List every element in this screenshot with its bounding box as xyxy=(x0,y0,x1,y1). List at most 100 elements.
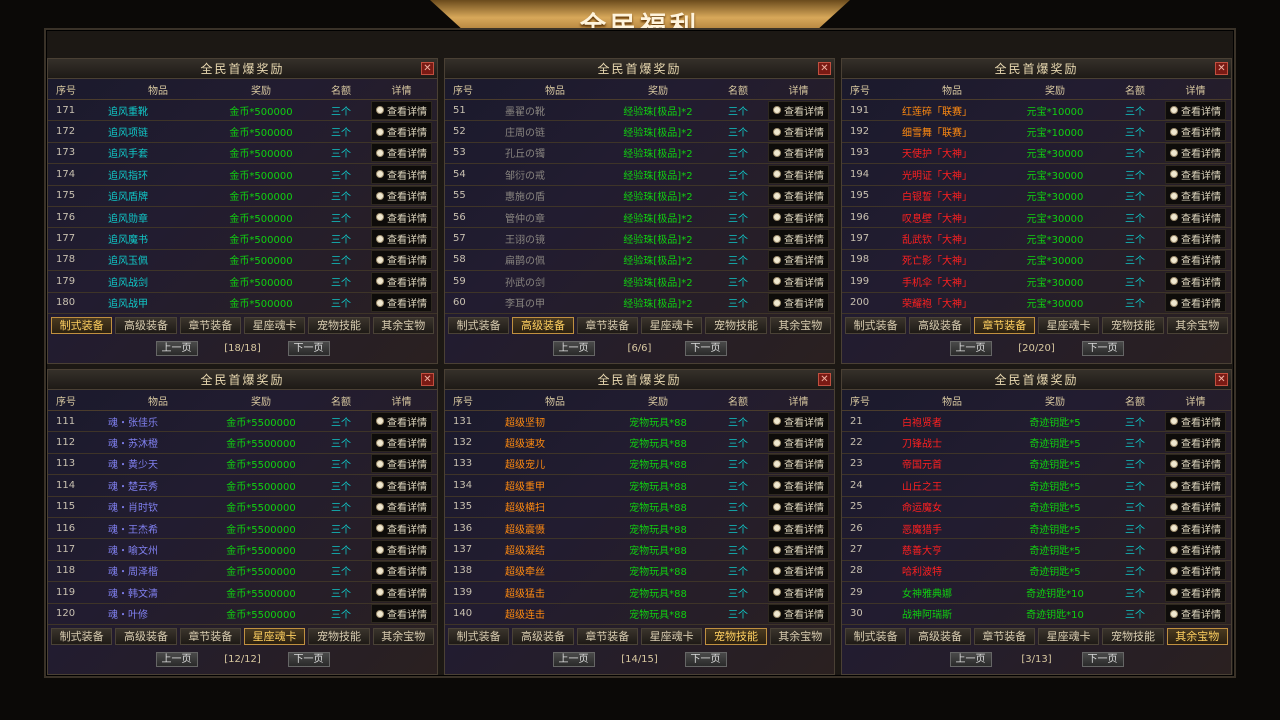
view-detail-button[interactable]: 查看详情 xyxy=(768,271,829,291)
view-detail-button[interactable]: 查看详情 xyxy=(1165,433,1226,453)
view-detail-button[interactable]: 查看详情 xyxy=(768,475,829,495)
view-detail-button[interactable]: 查看详情 xyxy=(1165,582,1226,602)
view-detail-button[interactable]: 查看详情 xyxy=(371,561,432,581)
view-detail-button[interactable]: 查看详情 xyxy=(371,582,432,602)
tab-1[interactable]: 高级装备 xyxy=(115,627,177,645)
view-detail-button[interactable]: 查看详情 xyxy=(371,497,432,517)
tab-3[interactable]: 星座魂卡 xyxy=(1037,316,1100,334)
tab-2[interactable]: 章节装备 xyxy=(973,316,1035,334)
prev-page-button[interactable]: 上一页 xyxy=(155,340,198,356)
tab-5[interactable]: 其余宝物 xyxy=(1166,627,1228,645)
view-detail-button[interactable]: 查看详情 xyxy=(1165,293,1226,313)
close-icon[interactable]: ✕ xyxy=(818,62,831,75)
view-detail-button[interactable]: 查看详情 xyxy=(768,186,829,206)
view-detail-button[interactable]: 查看详情 xyxy=(768,518,829,538)
view-detail-button[interactable]: 查看详情 xyxy=(768,122,829,142)
tab-4[interactable]: 宠物技能 xyxy=(1102,627,1164,645)
view-detail-button[interactable]: 查看详情 xyxy=(371,433,432,453)
view-detail-button[interactable]: 查看详情 xyxy=(768,293,829,313)
close-icon[interactable]: ✕ xyxy=(421,62,434,75)
tab-5[interactable]: 其余宝物 xyxy=(372,627,434,645)
prev-page-button[interactable]: 上一页 xyxy=(552,340,595,356)
view-detail-button[interactable]: 查看详情 xyxy=(371,271,432,291)
tab-0[interactable]: 制式装备 xyxy=(845,627,907,645)
view-detail-button[interactable]: 查看详情 xyxy=(768,229,829,249)
tab-1[interactable]: 高级装备 xyxy=(512,316,574,334)
view-detail-button[interactable]: 查看详情 xyxy=(1165,604,1226,624)
view-detail-button[interactable]: 查看详情 xyxy=(371,411,432,431)
tab-3[interactable]: 星座魂卡 xyxy=(1037,627,1100,645)
tab-5[interactable]: 其余宝物 xyxy=(769,316,831,334)
view-detail-button[interactable]: 查看详情 xyxy=(371,250,432,270)
tab-2[interactable]: 章节装备 xyxy=(576,316,638,334)
view-detail-button[interactable]: 查看详情 xyxy=(1165,518,1226,538)
view-detail-button[interactable]: 查看详情 xyxy=(1165,100,1226,120)
tab-0[interactable]: 制式装备 xyxy=(51,316,113,334)
prev-page-button[interactable]: 上一页 xyxy=(155,651,198,667)
tab-4[interactable]: 宠物技能 xyxy=(705,316,767,334)
view-detail-button[interactable]: 查看详情 xyxy=(1165,540,1226,560)
prev-page-button[interactable]: 上一页 xyxy=(949,340,992,356)
next-page-button[interactable]: 下一页 xyxy=(287,340,330,356)
tab-1[interactable]: 高级装备 xyxy=(512,627,574,645)
view-detail-button[interactable]: 查看详情 xyxy=(371,164,432,184)
view-detail-button[interactable]: 查看详情 xyxy=(371,293,432,313)
view-detail-button[interactable]: 查看详情 xyxy=(1165,186,1226,206)
tab-4[interactable]: 宠物技能 xyxy=(1102,316,1164,334)
tab-2[interactable]: 章节装备 xyxy=(179,316,241,334)
close-icon[interactable]: ✕ xyxy=(1215,62,1228,75)
tab-4[interactable]: 宠物技能 xyxy=(705,627,767,645)
next-page-button[interactable]: 下一页 xyxy=(1081,340,1124,356)
view-detail-button[interactable]: 查看详情 xyxy=(1165,250,1226,270)
view-detail-button[interactable]: 查看详情 xyxy=(371,475,432,495)
tab-3[interactable]: 星座魂卡 xyxy=(243,316,306,334)
tab-5[interactable]: 其余宝物 xyxy=(769,627,831,645)
view-detail-button[interactable]: 查看详情 xyxy=(371,100,432,120)
view-detail-button[interactable]: 查看详情 xyxy=(371,454,432,474)
tab-0[interactable]: 制式装备 xyxy=(448,316,510,334)
view-detail-button[interactable]: 查看详情 xyxy=(371,207,432,227)
view-detail-button[interactable]: 查看详情 xyxy=(1165,143,1226,163)
view-detail-button[interactable]: 查看详情 xyxy=(371,518,432,538)
view-detail-button[interactable]: 查看详情 xyxy=(768,561,829,581)
view-detail-button[interactable]: 查看详情 xyxy=(1165,454,1226,474)
view-detail-button[interactable]: 查看详情 xyxy=(768,207,829,227)
tab-4[interactable]: 宠物技能 xyxy=(308,627,370,645)
next-page-button[interactable]: 下一页 xyxy=(684,651,727,667)
view-detail-button[interactable]: 查看详情 xyxy=(768,164,829,184)
next-page-button[interactable]: 下一页 xyxy=(287,651,330,667)
view-detail-button[interactable]: 查看详情 xyxy=(371,604,432,624)
tab-0[interactable]: 制式装备 xyxy=(845,316,907,334)
view-detail-button[interactable]: 查看详情 xyxy=(1165,229,1226,249)
tab-2[interactable]: 章节装备 xyxy=(576,627,638,645)
view-detail-button[interactable]: 查看详情 xyxy=(371,143,432,163)
tab-3[interactable]: 星座魂卡 xyxy=(243,627,306,645)
view-detail-button[interactable]: 查看详情 xyxy=(1165,561,1226,581)
view-detail-button[interactable]: 查看详情 xyxy=(1165,271,1226,291)
view-detail-button[interactable]: 查看详情 xyxy=(1165,164,1226,184)
view-detail-button[interactable]: 查看详情 xyxy=(768,604,829,624)
next-page-button[interactable]: 下一页 xyxy=(1081,651,1124,667)
view-detail-button[interactable]: 查看详情 xyxy=(1165,475,1226,495)
tab-4[interactable]: 宠物技能 xyxy=(308,316,370,334)
tab-1[interactable]: 高级装备 xyxy=(909,316,971,334)
tab-2[interactable]: 章节装备 xyxy=(973,627,1035,645)
tab-3[interactable]: 星座魂卡 xyxy=(640,316,703,334)
view-detail-button[interactable]: 查看详情 xyxy=(1165,207,1226,227)
view-detail-button[interactable]: 查看详情 xyxy=(768,540,829,560)
view-detail-button[interactable]: 查看详情 xyxy=(768,250,829,270)
close-icon[interactable]: ✕ xyxy=(421,373,434,386)
view-detail-button[interactable]: 查看详情 xyxy=(1165,411,1226,431)
view-detail-button[interactable]: 查看详情 xyxy=(768,454,829,474)
close-icon[interactable]: ✕ xyxy=(1215,373,1228,386)
view-detail-button[interactable]: 查看详情 xyxy=(768,143,829,163)
tab-2[interactable]: 章节装备 xyxy=(179,627,241,645)
view-detail-button[interactable]: 查看详情 xyxy=(371,122,432,142)
view-detail-button[interactable]: 查看详情 xyxy=(768,497,829,517)
view-detail-button[interactable]: 查看详情 xyxy=(768,433,829,453)
tab-1[interactable]: 高级装备 xyxy=(909,627,971,645)
close-icon[interactable]: ✕ xyxy=(818,373,831,386)
prev-page-button[interactable]: 上一页 xyxy=(552,651,595,667)
view-detail-button[interactable]: 查看详情 xyxy=(371,540,432,560)
view-detail-button[interactable]: 查看详情 xyxy=(371,186,432,206)
